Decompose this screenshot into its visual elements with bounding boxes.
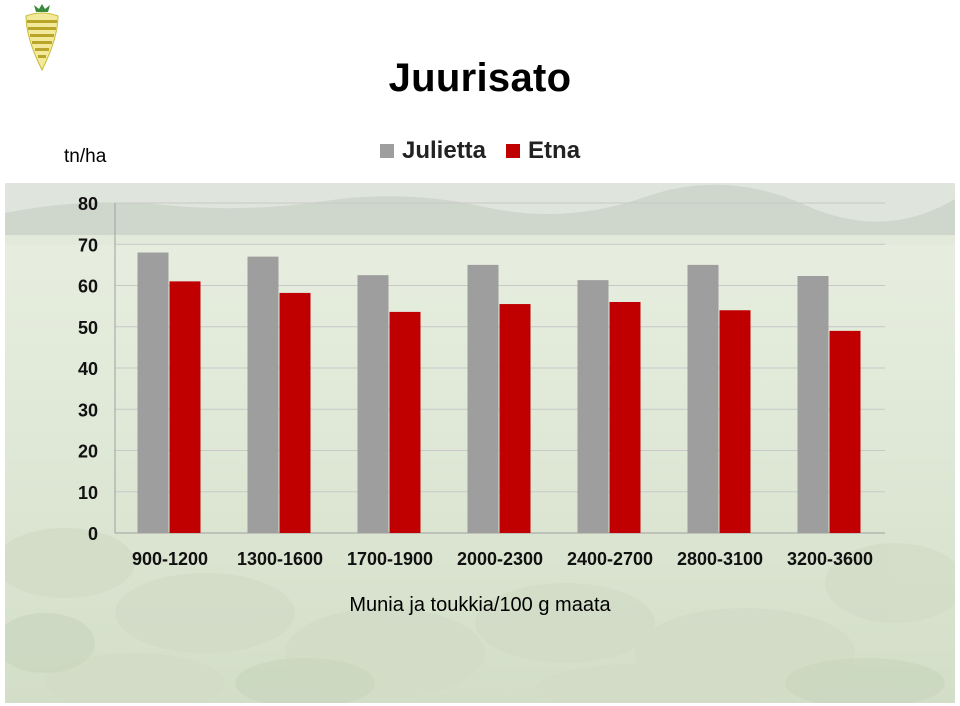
chart-title: Juurisato [388,56,572,100]
bar-julietta [797,276,829,533]
x-tick-label: 2400-2700 [567,549,653,569]
bar-etna [499,304,531,533]
y-tick-label: 30 [78,400,98,420]
legend-swatch-etna [506,144,521,158]
legend-item-julietta: Julietta [380,137,486,165]
bar-julietta [137,252,169,533]
bar-etna [719,310,751,533]
bar-etna [389,311,421,533]
y-tick-label: 80 [78,194,98,214]
x-axis-label: Munia ja toukkia/100 g maata [349,594,611,616]
legend-item-etna: Etna [506,137,580,165]
bar-etna [829,330,861,533]
bar-julietta [247,256,279,533]
y-tick-label: 70 [78,235,98,255]
y-tick-label: 60 [78,277,98,297]
beet-logo-icon [25,4,59,72]
y-tick-label: 40 [78,359,98,379]
bar-etna [279,292,311,533]
legend-label-etna: Etna [528,137,581,164]
bar-julietta [577,280,609,533]
x-tick-label: 2000-2300 [457,549,543,569]
bar-julietta [467,264,499,533]
bar-julietta [687,264,719,533]
legend-swatch-julietta [380,144,394,158]
x-tick-label: 900-1200 [132,549,208,569]
x-tick-label: 1300-1600 [237,549,323,569]
bar-julietta [357,275,389,533]
x-tick-label: 1700-1900 [347,549,433,569]
y-axis-unit-label: tn/ha [64,146,107,167]
legend: Julietta Etna [380,137,580,165]
y-tick-label: 20 [78,442,98,462]
bar-etna [169,281,201,533]
bar-etna [609,302,641,533]
x-tick-label: 2800-3100 [677,549,763,569]
y-tick-label: 10 [78,483,98,503]
x-tick-label: 3200-3600 [787,549,873,569]
y-tick-label: 0 [88,524,98,544]
y-tick-label: 50 [78,318,98,338]
legend-label-julietta: Julietta [402,137,487,164]
